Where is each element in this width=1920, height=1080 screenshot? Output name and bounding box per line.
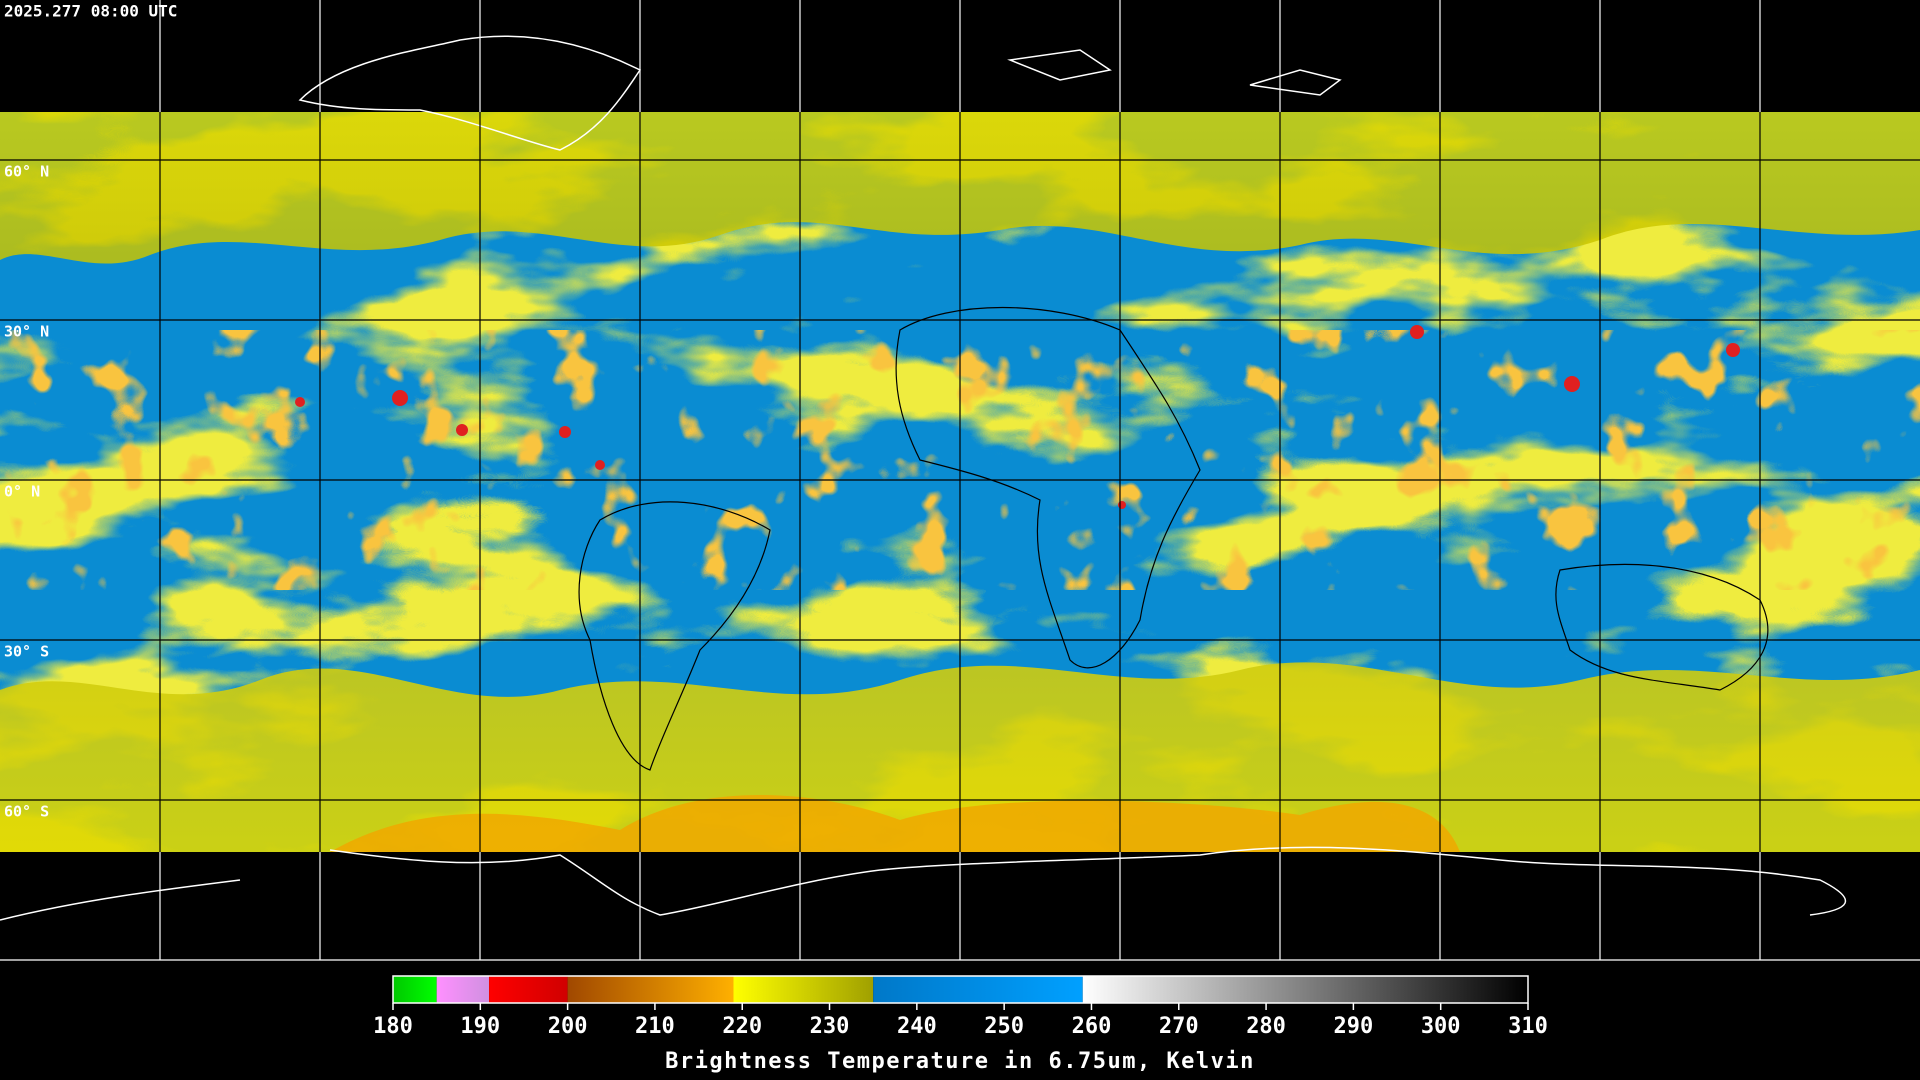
colorbar-tick-label: 310 [1508, 1014, 1548, 1039]
graticule: 60° N 30° N 0° N 30° S 60° S [0, 0, 1920, 961]
colorbar-tick-label: 230 [810, 1014, 850, 1039]
colorbar-tick-label: 260 [1072, 1014, 1112, 1039]
timestamp: 2025.277 08:00 UTC [4, 2, 177, 21]
colorbar-tick-label: 180 [373, 1014, 413, 1039]
colorbar-tick-label: 220 [722, 1014, 762, 1039]
colorbar-segment [393, 976, 437, 1003]
colorbar-segment [436, 976, 490, 1003]
colorbar-segment [733, 976, 874, 1003]
colorbar-tick-label: 200 [548, 1014, 588, 1039]
colorbar-segment [489, 976, 568, 1003]
colorbar-segment [873, 976, 1083, 1003]
coastlines [0, 35, 1847, 921]
colorbar-tick-label: 300 [1421, 1014, 1461, 1039]
polar-cold-band [330, 795, 1460, 852]
colorbar-tick-label: 290 [1334, 1014, 1374, 1039]
colorbar-tick-label: 190 [460, 1014, 500, 1039]
colorbar-title: Brightness Temperature in 6.75um, Kelvin [665, 1049, 1255, 1074]
latitude-label: 30° N [4, 323, 49, 341]
colorbar: 180 190 200 210 220 230 240 250 260 270 280 290 300 3… [373, 975, 1548, 1039]
latitude-label: 60° S [4, 803, 49, 821]
colorbar-segment [1082, 976, 1528, 1003]
latitude-label: 60° N [4, 163, 49, 181]
colorbar-segment [567, 976, 734, 1003]
colorbar-tick-label: 280 [1246, 1014, 1286, 1039]
colorbar-tick-label: 210 [635, 1014, 675, 1039]
colorbar-tick-label: 240 [897, 1014, 937, 1039]
latitude-label: 0° N [4, 483, 40, 501]
latitude-label: 30° S [4, 643, 49, 661]
colorbar-tick-label: 270 [1159, 1014, 1199, 1039]
colorbar-tick-label: 250 [984, 1014, 1024, 1039]
colorbar-frame [392, 975, 1529, 1004]
